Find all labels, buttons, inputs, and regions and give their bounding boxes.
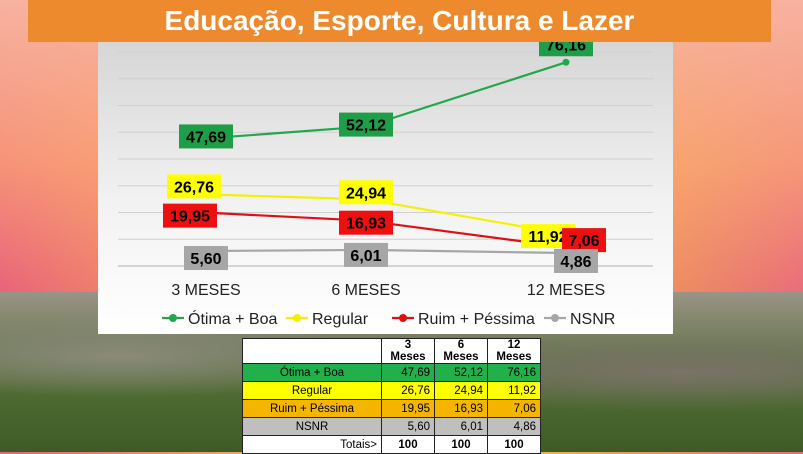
table-row-label: Regular <box>242 381 382 400</box>
data-label: 19,95 <box>170 209 210 226</box>
data-label: 11,92 <box>528 229 567 246</box>
data-label: 52,12 <box>346 118 386 135</box>
table-cell: 11,92 <box>487 381 541 400</box>
legend-marker <box>169 314 177 322</box>
data-label-box <box>344 242 388 267</box>
page-title: Educação, Esporte, Cultura e Lazer <box>164 5 635 36</box>
x-tick-label: 6 MESES <box>331 282 400 299</box>
table-cell: 7,06 <box>487 399 541 418</box>
table-cell: 76,16 <box>487 363 541 382</box>
table-header-row: 3 Meses 6 Meses 12 Meses <box>242 338 541 364</box>
data-label: 4,86 <box>560 254 591 271</box>
table-row-label: NSNR <box>242 417 382 436</box>
data-label-box <box>339 180 393 205</box>
legend-marker <box>293 314 301 322</box>
data-label: 26,76 <box>174 179 214 196</box>
table-row: Ruim + Péssima 19,95 16,93 7,06 <box>242 399 541 418</box>
data-table: 3 Meses 6 Meses 12 Meses Ótima + Boa 47,6… <box>242 338 541 454</box>
totals-cell: 100 <box>434 435 488 454</box>
data-label: 16,93 <box>346 216 386 233</box>
legend-label: NSNR <box>570 311 615 328</box>
totals-label: Totais> <box>242 435 382 454</box>
table-cell: 52,12 <box>434 363 488 382</box>
data-label-box <box>339 112 393 137</box>
data-label: 5,60 <box>190 251 221 268</box>
data-label: 6,01 <box>350 248 381 265</box>
table-row: Ótima + Boa 47,69 52,12 76,16 <box>242 363 541 382</box>
title-bar: Educação, Esporte, Cultura e Lazer <box>28 0 771 42</box>
data-label-box <box>339 210 393 235</box>
table-corner-cell <box>242 338 382 364</box>
table-cell: 26,76 <box>381 381 435 400</box>
data-label-box <box>554 248 598 273</box>
data-label: 7,06 <box>568 233 599 250</box>
totals-cell: 100 <box>487 435 541 454</box>
table-cell: 19,95 <box>381 399 435 418</box>
table-header-cell: 3 Meses <box>381 338 435 364</box>
table-cell: 24,94 <box>434 381 488 400</box>
table-cell: 47,69 <box>381 363 435 382</box>
legend-marker <box>399 314 407 322</box>
x-tick-label: 12 MESES <box>527 282 605 299</box>
totals-cell: 100 <box>381 435 435 454</box>
legend-label: Ruim + Péssima <box>418 311 535 328</box>
table-row-label: Ruim + Péssima <box>242 399 382 418</box>
data-label-box <box>539 42 593 57</box>
line-chart: 3 MESES 6 MESES 12 MESES 47,69 52,12 76,16 26,… <box>118 42 653 328</box>
data-label-box <box>167 174 221 199</box>
data-label-box <box>562 228 606 253</box>
table-header-cell: 12 Meses <box>487 338 541 364</box>
data-label: 24,94 <box>346 185 386 202</box>
table-totals-row: Totais> 100 100 100 <box>242 435 541 454</box>
table-cell: 5,60 <box>381 417 435 436</box>
data-label: 76,16 <box>546 42 586 54</box>
legend-label: Regular <box>312 311 369 328</box>
data-label-box <box>163 203 217 228</box>
data-label: 47,69 <box>186 129 226 146</box>
chart-panel: 3 MESES 6 MESES 12 MESES 47,69 52,12 76,16 26,… <box>98 42 673 334</box>
data-label-box <box>179 124 233 149</box>
legend-label: Ótima + Boa <box>188 309 277 328</box>
data-label-box <box>184 246 228 271</box>
legend-marker <box>551 314 559 322</box>
table-cell: 16,93 <box>434 399 488 418</box>
table-row: Regular 26,76 24,94 11,92 <box>242 381 541 400</box>
x-tick-label: 3 MESES <box>171 282 240 299</box>
table-cell: 6,01 <box>434 417 488 436</box>
table-row: NSNR 5,60 6,01 4,86 <box>242 417 541 436</box>
data-point <box>562 58 570 66</box>
table-header-cell: 6 Meses <box>434 338 488 364</box>
table-cell: 4,86 <box>487 417 541 436</box>
table-row-label: Ótima + Boa <box>242 363 382 382</box>
